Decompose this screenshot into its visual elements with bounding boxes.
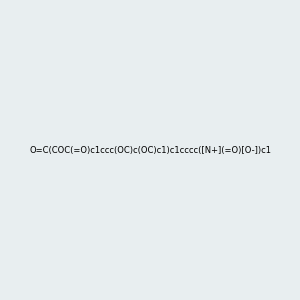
Text: O=C(COC(=O)c1ccc(OC)c(OC)c1)c1cccc([N+](=O)[O-])c1: O=C(COC(=O)c1ccc(OC)c(OC)c1)c1cccc([N+](… [29, 146, 271, 154]
